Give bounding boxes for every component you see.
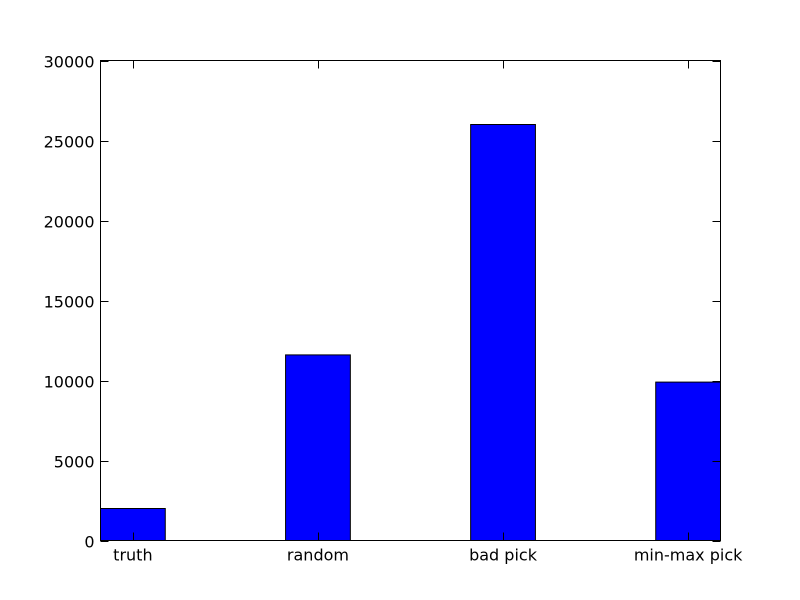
plot-frame [100, 60, 721, 541]
xtick-label: random [287, 546, 349, 565]
xtick-label: min-max pick [634, 546, 743, 565]
bar-random [285, 354, 351, 541]
ytick-label: 30000 [44, 53, 95, 72]
bar-bad-pick [470, 124, 536, 541]
bar-min-max-pick [655, 381, 721, 541]
xtick-label: bad pick [469, 546, 538, 565]
xtick-label: truth [113, 546, 152, 565]
bars-layer [100, 124, 721, 541]
labels-layer: 0 5000 10000 15000 20000 25000 30000 truth rando… [44, 53, 744, 565]
ytick-label: 25000 [44, 133, 95, 152]
ytick-label: 10000 [44, 373, 95, 392]
ticks-layer [100, 60, 721, 542]
ytick-label: 0 [84, 533, 94, 552]
ytick-label: 15000 [44, 293, 95, 312]
bar-truth [100, 508, 166, 541]
ytick-label: 20000 [44, 213, 95, 232]
ytick-label: 5000 [54, 453, 95, 472]
